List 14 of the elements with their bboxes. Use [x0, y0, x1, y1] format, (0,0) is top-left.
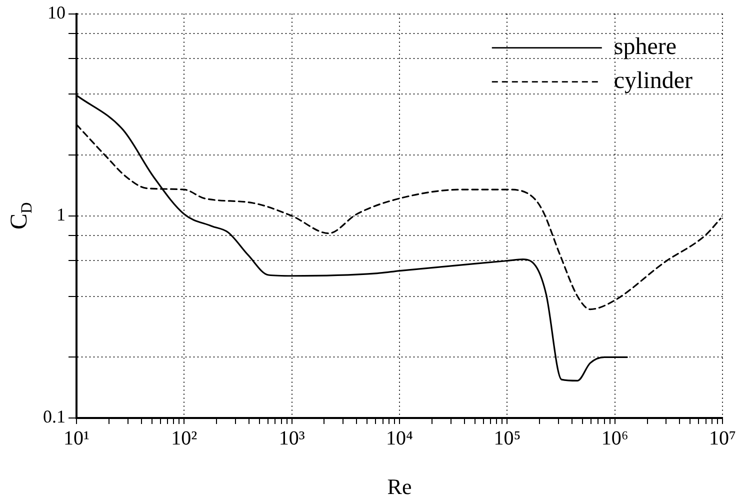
y-axis-title: CD	[6, 202, 36, 230]
x-tick-label: 10⁴	[386, 427, 414, 450]
x-tick-label: 10⁶	[601, 427, 628, 450]
y-tick-label: 1	[56, 204, 66, 225]
x-tick-label: 10⁵	[494, 427, 521, 450]
x-tick-label: 10³	[278, 427, 305, 450]
y-tick-label: 10	[48, 2, 66, 23]
legend-label: cylinder	[614, 68, 693, 94]
x-tick-label: 10¹	[64, 427, 90, 450]
x-axis-title: Re	[387, 474, 412, 499]
x-tick-label: 10⁷	[709, 427, 736, 450]
x-tick-label: 10²	[171, 427, 198, 450]
y-tick-label: 0.1	[43, 406, 66, 427]
legend-label: sphere	[614, 34, 677, 60]
